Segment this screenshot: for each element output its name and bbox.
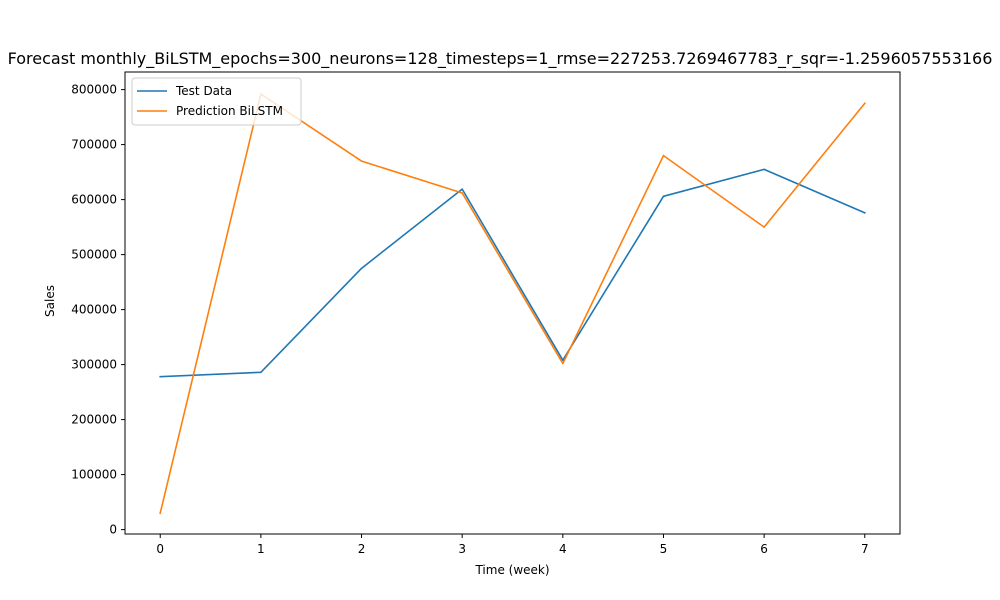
plot-area-frame [124, 71, 901, 535]
data-point [360, 267, 363, 270]
y-tick-label: 700000 [71, 138, 117, 152]
data-point [662, 154, 665, 157]
data-point [461, 192, 463, 194]
legend-label: Test Data [175, 84, 232, 98]
y-tick-label: 400000 [71, 303, 117, 317]
legend: Test Data Prediction BiLSTM [131, 77, 302, 126]
series-line-0 [159, 168, 866, 378]
y-tick-label: 500000 [71, 248, 117, 262]
x-tick-label: 2 [358, 542, 366, 556]
x-axis-label: Time (week) [474, 563, 549, 577]
data-point [159, 512, 162, 514]
y-axis-label: Sales [43, 285, 57, 317]
y-tick-label: 800000 [71, 83, 117, 97]
legend-label: Prediction BiLSTM [176, 104, 283, 118]
data-point [562, 362, 564, 365]
data-point [763, 168, 765, 171]
y-tick-label: 300000 [71, 358, 117, 372]
y-tick-label: 600000 [71, 193, 117, 207]
chart-title: Forecast monthly_BiLSTM_epochs=300_neuro… [8, 49, 993, 69]
legend-box [131, 77, 302, 126]
y-tick-label: 0 [109, 523, 117, 537]
y-tick-label: 200000 [71, 413, 117, 427]
series-line-1 [159, 93, 866, 515]
x-tick-label: 0 [156, 542, 164, 556]
x-tick-label: 7 [861, 542, 869, 556]
data-point [562, 359, 564, 362]
data-point [360, 160, 363, 162]
x-tick-label: 4 [559, 542, 567, 556]
data-point [662, 195, 665, 198]
data-point [863, 102, 866, 105]
data-point [159, 375, 162, 378]
x-tick-label: 5 [660, 542, 668, 556]
y-tick-label: 100000 [71, 468, 117, 482]
x-tick-label: 6 [760, 542, 768, 556]
x-tick-label: 3 [458, 542, 466, 556]
data-point [260, 371, 262, 374]
data-point [461, 188, 463, 190]
data-point [763, 226, 765, 228]
data-point [863, 212, 866, 214]
x-tick-label: 1 [257, 542, 265, 556]
